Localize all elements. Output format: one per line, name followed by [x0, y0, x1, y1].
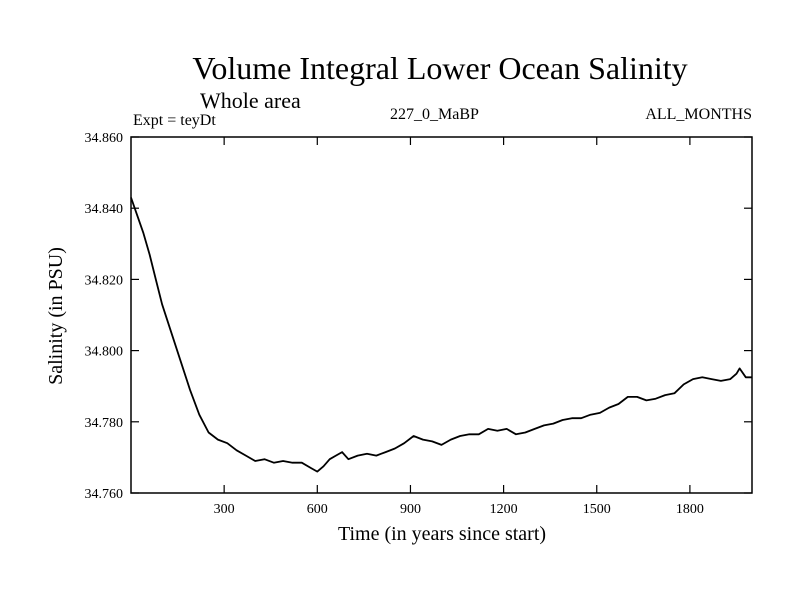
salinity-series-line — [130, 197, 752, 473]
y-tick-label: 34.800 — [85, 345, 124, 360]
y-axis-label: Salinity (in PSU) — [45, 247, 67, 385]
y-tick-label: 34.760 — [85, 487, 124, 502]
chart-subtitle: Whole area — [200, 88, 301, 113]
y-axis-ticks: 34.760 34.780 34.800 34.820 34.840 34.860 — [85, 131, 752, 502]
x-tick-label: 1800 — [676, 502, 704, 517]
y-tick-label: 34.780 — [85, 416, 124, 431]
x-tick-label: 900 — [400, 502, 421, 517]
y-tick-label: 34.820 — [85, 273, 124, 288]
x-tick-label: 300 — [214, 502, 235, 517]
chart-title: Volume Integral Lower Ocean Salinity — [192, 50, 688, 86]
x-tick-label: 1500 — [583, 502, 611, 517]
x-tick-label: 600 — [307, 502, 328, 517]
months-label: ALL_MONTHS — [645, 106, 752, 123]
x-tick-label: 1200 — [490, 502, 518, 517]
x-axis-ticks: 300 600 900 1200 1500 1800 — [214, 137, 704, 517]
experiment-id-label: 227_0_MaBP — [390, 106, 479, 123]
plot-frame — [130, 136, 753, 494]
y-tick-label: 34.860 — [85, 131, 124, 146]
y-tick-label: 34.840 — [85, 202, 124, 217]
x-axis-label: Time (in years since start) — [338, 523, 546, 545]
experiment-label: Expt = teyDt — [133, 112, 216, 129]
